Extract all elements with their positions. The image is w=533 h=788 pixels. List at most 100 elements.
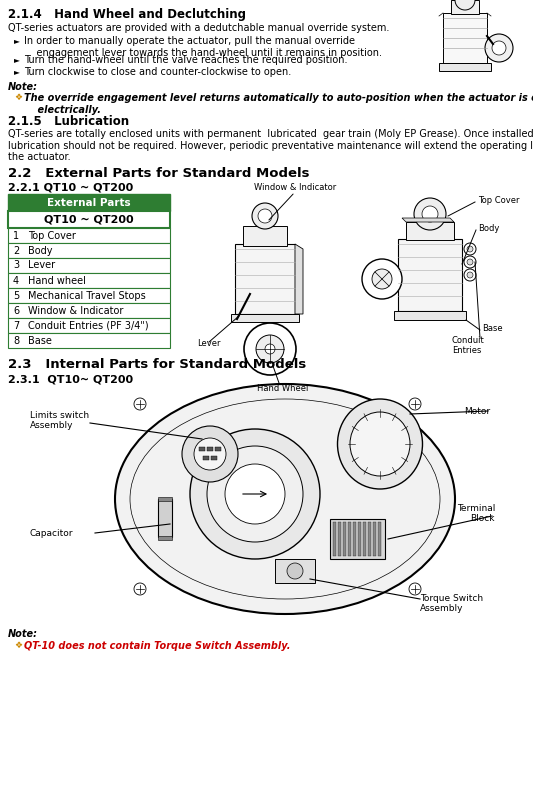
Text: ❖: ❖ xyxy=(14,641,22,650)
Text: ►: ► xyxy=(14,67,20,76)
Circle shape xyxy=(287,563,303,579)
Text: 2.3.1  QT10~ QT200: 2.3.1 QT10~ QT200 xyxy=(8,374,133,384)
Text: 2.2.1 QT10 ~ QT200: 2.2.1 QT10 ~ QT200 xyxy=(8,182,133,192)
Circle shape xyxy=(492,41,506,55)
Bar xyxy=(358,522,361,556)
Bar xyxy=(8,303,170,318)
Bar xyxy=(8,243,170,258)
Text: 2.1.4   Hand Wheel and Declutching: 2.1.4 Hand Wheel and Declutching xyxy=(8,8,246,21)
Bar xyxy=(373,522,376,556)
Circle shape xyxy=(485,34,513,62)
Text: Conduit Entries (PF 3/4"): Conduit Entries (PF 3/4") xyxy=(28,321,149,330)
Circle shape xyxy=(225,464,285,524)
Bar xyxy=(8,228,170,243)
Bar xyxy=(439,63,491,71)
Text: ❖: ❖ xyxy=(14,93,22,102)
Bar xyxy=(199,447,205,451)
Text: 5: 5 xyxy=(13,291,19,300)
Circle shape xyxy=(409,583,421,595)
Text: Base: Base xyxy=(28,336,52,345)
Text: QT-series are totally enclosed units with permanent  lubricated  gear train (Mol: QT-series are totally enclosed units wit… xyxy=(8,129,533,162)
Circle shape xyxy=(362,259,402,299)
Bar xyxy=(363,522,366,556)
Text: 3: 3 xyxy=(13,261,19,270)
Bar xyxy=(348,522,351,556)
Circle shape xyxy=(244,323,296,375)
Circle shape xyxy=(134,398,146,410)
Ellipse shape xyxy=(115,384,455,614)
Bar xyxy=(158,499,172,537)
Bar xyxy=(203,456,209,460)
Circle shape xyxy=(134,583,146,595)
Bar xyxy=(275,559,315,583)
Circle shape xyxy=(372,269,392,289)
Bar xyxy=(231,314,299,322)
Text: Turn the hand-wheel until the valve reaches the required position.: Turn the hand-wheel until the valve reac… xyxy=(24,55,348,65)
Text: 2.2   External Parts for Standard Models: 2.2 External Parts for Standard Models xyxy=(8,167,310,180)
Bar xyxy=(158,536,172,540)
Text: Conduit
Entries: Conduit Entries xyxy=(452,336,484,355)
Circle shape xyxy=(467,272,473,278)
Text: Torque Switch: Torque Switch xyxy=(420,594,483,603)
Bar xyxy=(243,226,287,246)
Bar xyxy=(368,522,371,556)
Bar xyxy=(378,522,381,556)
Bar xyxy=(215,447,221,451)
Text: Hand wheel: Hand wheel xyxy=(28,276,86,285)
Text: Body: Body xyxy=(478,224,499,233)
Text: External Parts: External Parts xyxy=(47,198,131,207)
Text: Assembly: Assembly xyxy=(30,421,74,430)
Bar xyxy=(235,244,295,314)
Circle shape xyxy=(256,335,284,363)
Circle shape xyxy=(414,198,446,230)
Text: Note:: Note: xyxy=(8,629,38,639)
Text: Note:: Note: xyxy=(8,82,38,92)
Bar xyxy=(8,258,170,273)
Text: QT-10 does not contain Torque Switch Assembly.: QT-10 does not contain Torque Switch Ass… xyxy=(24,641,290,651)
Bar xyxy=(353,522,356,556)
Text: Window & Indicator: Window & Indicator xyxy=(28,306,123,315)
Bar xyxy=(207,447,213,451)
Text: 6: 6 xyxy=(13,306,19,315)
Text: 2: 2 xyxy=(13,246,19,255)
Text: 8: 8 xyxy=(13,336,19,345)
Text: 1: 1 xyxy=(13,231,19,240)
Bar xyxy=(8,288,170,303)
Text: Lever: Lever xyxy=(28,261,55,270)
Bar xyxy=(8,318,170,333)
Bar xyxy=(406,222,454,240)
Text: Top Cover: Top Cover xyxy=(478,196,520,205)
Circle shape xyxy=(467,246,473,252)
Circle shape xyxy=(467,259,473,265)
Text: 2.1.5   Lubrication: 2.1.5 Lubrication xyxy=(8,115,129,128)
Bar xyxy=(451,0,479,14)
Text: The override engagement level returns automatically to auto-position when the ac: The override engagement level returns au… xyxy=(24,93,533,114)
Circle shape xyxy=(258,209,272,223)
Circle shape xyxy=(422,206,438,222)
Bar xyxy=(8,333,170,348)
Text: Assembly: Assembly xyxy=(420,604,464,613)
Circle shape xyxy=(409,398,421,410)
Text: Block: Block xyxy=(471,514,495,523)
Text: Terminal: Terminal xyxy=(457,504,495,513)
Text: Lever: Lever xyxy=(197,339,221,348)
Circle shape xyxy=(464,269,476,281)
Text: 4: 4 xyxy=(13,276,19,285)
Circle shape xyxy=(464,243,476,255)
Bar xyxy=(211,456,217,460)
Bar xyxy=(158,497,172,501)
Ellipse shape xyxy=(337,399,423,489)
Circle shape xyxy=(464,256,476,268)
Bar xyxy=(333,522,336,556)
Polygon shape xyxy=(295,244,303,314)
Bar xyxy=(343,522,346,556)
Polygon shape xyxy=(402,218,454,222)
Circle shape xyxy=(182,426,238,482)
Circle shape xyxy=(252,203,278,229)
Text: Motor: Motor xyxy=(464,407,490,416)
Text: Body: Body xyxy=(28,246,52,255)
Bar xyxy=(338,522,341,556)
Text: Base: Base xyxy=(482,324,503,333)
Text: Window & Indicator: Window & Indicator xyxy=(254,183,336,192)
Circle shape xyxy=(265,344,275,354)
